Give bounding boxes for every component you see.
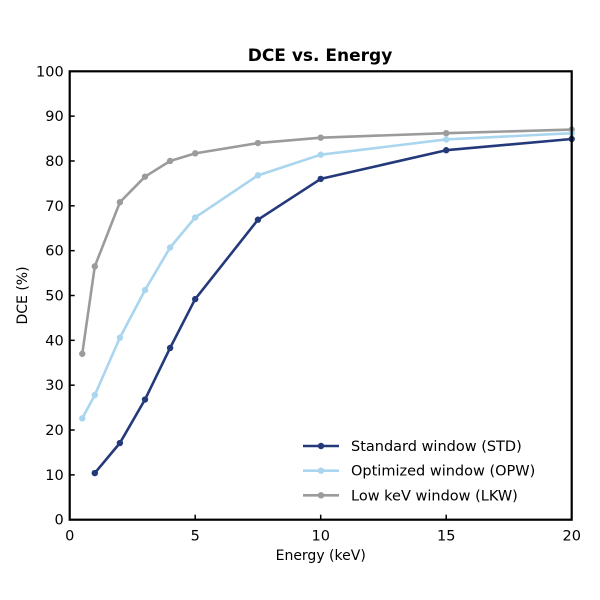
legend-item: Optimized window (OPW) — [303, 464, 535, 480]
data-point — [192, 295, 199, 303]
y-tick-label: 20 — [45, 423, 63, 439]
series-1 — [79, 129, 575, 422]
data-point — [116, 199, 124, 206]
data-point — [91, 469, 99, 477]
x-axis-label: Energy (keV) — [276, 548, 366, 564]
series-line — [93, 137, 572, 474]
y-tick-label: 30 — [45, 378, 63, 394]
y-axis-label: DCE (%) — [15, 266, 31, 324]
data-point — [79, 350, 86, 357]
data-point — [254, 216, 262, 223]
y-tick-label: 80 — [45, 154, 63, 170]
data-point — [443, 136, 450, 143]
x-tick-label: 15 — [437, 529, 455, 545]
data-point — [317, 134, 324, 141]
series-0 — [91, 135, 575, 477]
data-point — [443, 147, 450, 154]
legend-label: Optimized window (OPW) — [351, 464, 535, 480]
data-point — [254, 172, 262, 179]
chart-title: DCE vs. Energy — [248, 46, 393, 66]
legend-marker — [317, 492, 325, 499]
data-point — [317, 151, 324, 158]
data-point — [192, 214, 199, 221]
legend-item: Standard window (STD) — [303, 439, 522, 455]
series-line — [80, 128, 572, 354]
series-line — [81, 131, 572, 419]
data-point — [254, 139, 262, 147]
x-axis-ticks: 0 5 10 15 20 — [65, 514, 581, 545]
data-point — [116, 334, 124, 341]
legend-marker — [317, 442, 325, 450]
legend-item: Low keV window (LKW) — [303, 488, 518, 504]
y-tick-label: 40 — [45, 333, 63, 349]
legend-label: Low keV window (LKW) — [351, 488, 518, 504]
data-point — [141, 173, 149, 180]
y-tick-label: 10 — [45, 468, 63, 484]
data-point — [192, 150, 199, 157]
y-tick-label: 0 — [54, 513, 63, 529]
data-point — [317, 175, 324, 183]
legend: Standard window (STD) Optimized window (O… — [303, 439, 535, 504]
data-point — [166, 344, 174, 352]
data-point — [91, 263, 99, 270]
x-tick-label: 5 — [191, 529, 200, 545]
data-point — [141, 286, 149, 294]
x-tick-label: 0 — [65, 529, 74, 545]
plot-series — [79, 126, 575, 477]
data-point — [141, 396, 149, 403]
data-point — [116, 439, 124, 447]
x-tick-label: 10 — [311, 529, 329, 545]
y-tick-label: 90 — [45, 109, 63, 125]
legend-marker — [317, 467, 325, 474]
y-tick-label: 60 — [45, 244, 63, 260]
legend-label: Standard window (STD) — [351, 439, 522, 455]
y-axis-ticks: 0 10 20 30 40 50 60 70 80 90 100 — [36, 64, 75, 529]
data-point — [166, 244, 174, 251]
data-point — [443, 129, 450, 137]
series-2 — [79, 126, 575, 357]
y-tick-label: 70 — [45, 199, 63, 215]
data-point — [166, 157, 174, 165]
data-point — [91, 391, 99, 399]
x-tick-label: 20 — [562, 529, 580, 545]
y-tick-label: 100 — [36, 64, 64, 80]
data-point — [79, 415, 86, 422]
y-tick-label: 50 — [45, 289, 63, 305]
